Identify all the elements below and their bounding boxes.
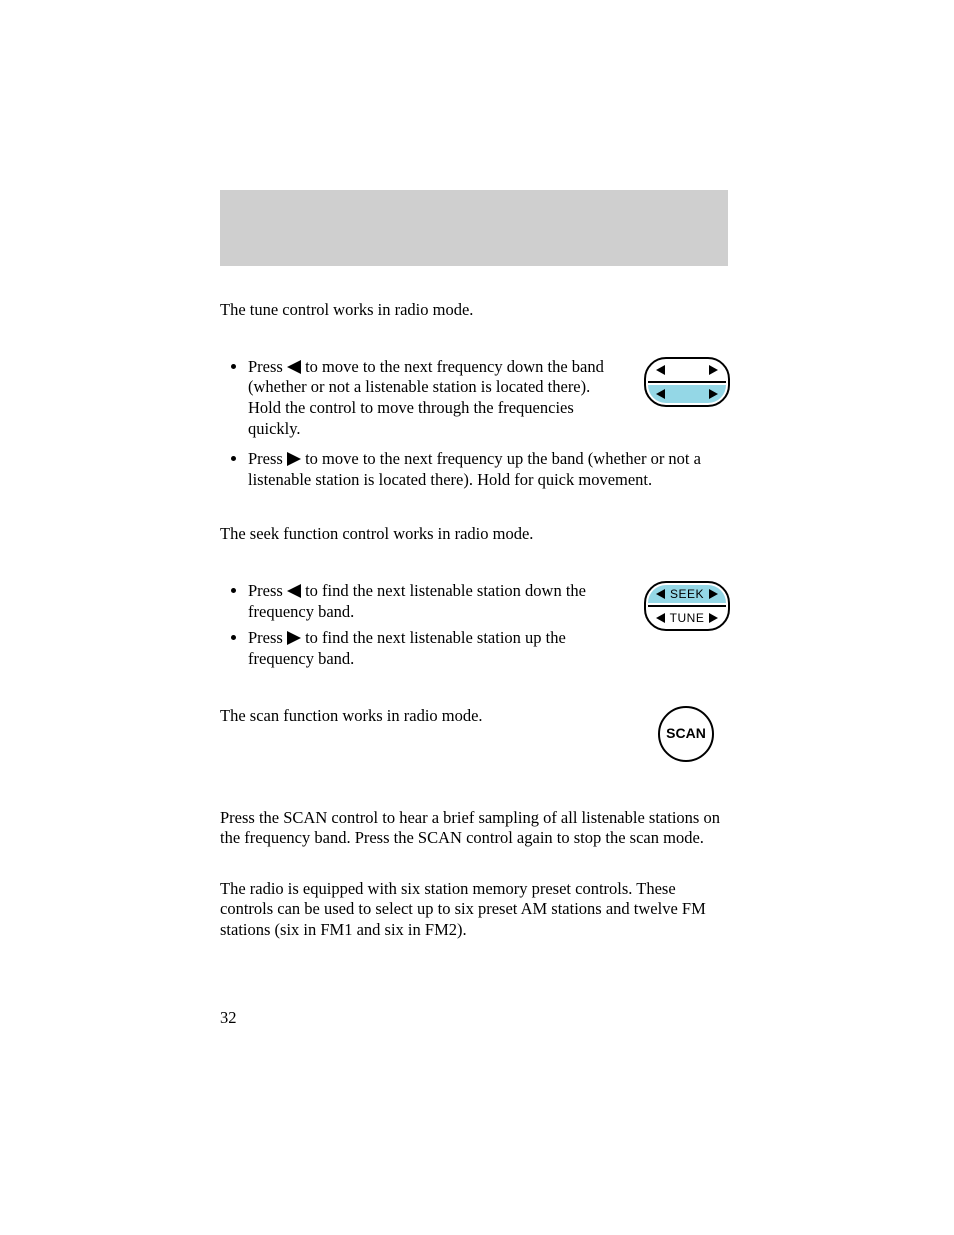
triangle-right-icon bbox=[287, 452, 301, 466]
scan-para: Press the SCAN control to hear a brief s… bbox=[220, 808, 730, 849]
seek-bullet-2: Press to find the next listenable statio… bbox=[248, 628, 624, 669]
tune-b2-pre: Press bbox=[248, 449, 287, 468]
scan-intro: The scan function works in radio mode. bbox=[220, 706, 638, 727]
header-band bbox=[220, 190, 728, 266]
tune-bullets: Press to move to the next frequency down… bbox=[234, 357, 624, 440]
rocker-divider bbox=[648, 381, 726, 383]
page-content: The tune control works in radio mode. Pr… bbox=[220, 300, 730, 941]
scan-button: SCAN bbox=[658, 706, 714, 762]
triangle-right-icon bbox=[287, 631, 301, 645]
rocker-top-label: SEEK bbox=[670, 587, 704, 602]
tune-bullet-2: Press to move to the next frequency up t… bbox=[248, 449, 730, 490]
page-number: 32 bbox=[220, 1008, 237, 1028]
scan-figure: SCAN bbox=[658, 706, 730, 762]
rocker-right-arrow-icon bbox=[709, 389, 718, 399]
seek-b1-pre: Press bbox=[248, 581, 287, 600]
rocker-bottom bbox=[648, 385, 726, 403]
rocker-right-arrow-icon bbox=[709, 365, 718, 375]
rocker-left-arrow-icon bbox=[656, 589, 665, 599]
seek-intro: The seek function control works in radio… bbox=[220, 524, 730, 545]
rocker-labeled-figure: SEEK TUNE bbox=[644, 581, 730, 631]
tune-b1-post: to move to the next frequency down the b… bbox=[248, 357, 604, 438]
rocker-bottom: TUNE bbox=[648, 609, 726, 627]
tune-bullets-cont: Press to move to the next frequency up t… bbox=[234, 449, 730, 490]
rocker-top bbox=[648, 361, 726, 379]
rocker-left-arrow-icon bbox=[656, 613, 665, 623]
rocker-left-arrow-icon bbox=[656, 389, 665, 399]
tune-b2-post: to move to the next frequency up the ban… bbox=[248, 449, 701, 489]
rocker-top: SEEK bbox=[648, 585, 726, 603]
seek-bullets: Press to find the next listenable statio… bbox=[234, 581, 624, 670]
rocker-right-arrow-icon bbox=[709, 613, 718, 623]
rocker-left-arrow-icon bbox=[656, 365, 665, 375]
triangle-left-icon bbox=[287, 584, 301, 598]
tune-bullet-1: Press to move to the next frequency down… bbox=[248, 357, 624, 440]
rocker-blank-figure bbox=[644, 357, 730, 407]
seek-b2-pre: Press bbox=[248, 628, 287, 647]
tune-intro: The tune control works in radio mode. bbox=[220, 300, 730, 321]
rocker-right-arrow-icon bbox=[709, 589, 718, 599]
rocker-divider bbox=[648, 605, 726, 607]
seek-bullet-1: Press to find the next listenable statio… bbox=[248, 581, 624, 622]
tune-b1-pre: Press bbox=[248, 357, 287, 376]
triangle-left-icon bbox=[287, 360, 301, 374]
scan-button-label: SCAN bbox=[666, 725, 706, 743]
rocker-bottom-label: TUNE bbox=[670, 611, 705, 626]
preset-para: The radio is equipped with six station m… bbox=[220, 879, 730, 941]
